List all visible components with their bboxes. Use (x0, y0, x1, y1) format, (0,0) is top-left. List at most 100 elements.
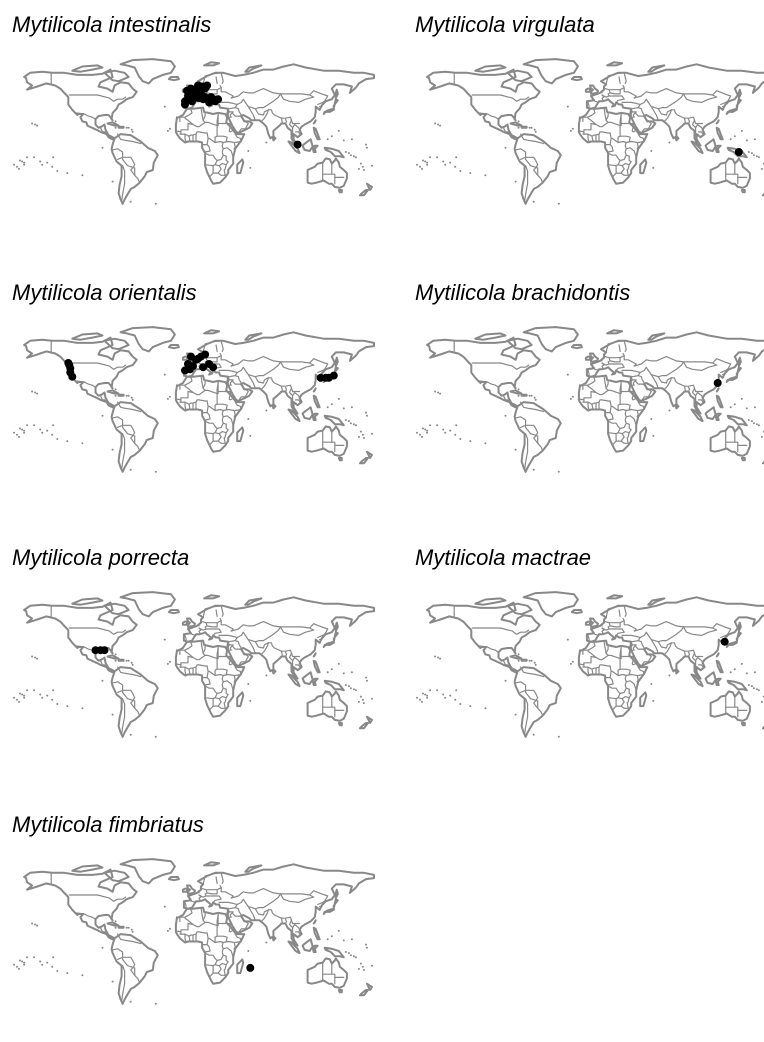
world-map (12, 591, 374, 741)
country-border (205, 678, 210, 685)
island-dot (515, 449, 517, 451)
small-islands (13, 906, 373, 1005)
country-border (237, 99, 245, 104)
island-dot (371, 698, 373, 700)
country-border (220, 619, 221, 621)
island-dot (19, 693, 21, 695)
landmass-eurasia (184, 597, 374, 678)
island-dot (128, 127, 130, 129)
country-border (222, 676, 226, 690)
country-border (638, 376, 644, 385)
country-border (216, 77, 217, 83)
landmass-new-guinea (325, 948, 344, 958)
landmass-hispaniola (119, 660, 124, 661)
island-dot (437, 392, 439, 394)
country-border (213, 166, 221, 173)
island-dot (429, 156, 431, 158)
occurrence-point (181, 366, 189, 374)
country-border (185, 902, 186, 907)
island-dot (366, 147, 368, 149)
country-border (185, 934, 186, 942)
island-dot (518, 395, 520, 397)
country-border (75, 913, 95, 919)
island-dot (416, 432, 418, 434)
island-dot (348, 152, 350, 154)
island-dot (741, 663, 743, 665)
island-dot (23, 162, 25, 164)
island-dot (23, 430, 25, 432)
occurrence-points (735, 148, 743, 156)
country-border (332, 164, 335, 184)
occurrence-point (246, 964, 254, 972)
island-dot (56, 970, 58, 972)
landmass-sulawesi (313, 679, 318, 685)
landmass-sulawesi (313, 946, 318, 952)
island-dot (758, 689, 760, 691)
island-dot (650, 418, 652, 420)
island-dot (424, 429, 426, 431)
country-border (620, 404, 631, 409)
country-border (215, 126, 217, 143)
landmass-sri-lanka (273, 136, 276, 140)
island-dot (363, 969, 365, 971)
country-border (205, 945, 210, 952)
island-dot (652, 700, 654, 702)
island-dot (128, 660, 130, 662)
island-dot (758, 156, 760, 158)
country-border (203, 138, 208, 144)
country-border (516, 149, 543, 183)
island-dot (360, 163, 362, 165)
map-panel-mytilicola-orientalis: Mytilicola orientalis (12, 280, 374, 510)
landmass-sri-lanka (273, 936, 276, 940)
island-dot (16, 966, 18, 968)
country-border (623, 354, 624, 356)
island-dot (535, 399, 537, 401)
island-dot (355, 689, 357, 691)
country-border (619, 610, 620, 616)
island-dot (572, 661, 574, 663)
country-border (224, 956, 228, 970)
island-dot (360, 696, 362, 698)
island-dot (353, 155, 355, 157)
island-dot (518, 120, 520, 122)
island-dot (13, 432, 15, 434)
island-dot (449, 162, 451, 164)
country-border (215, 659, 217, 676)
country-border (735, 164, 738, 184)
island-dot (531, 660, 533, 662)
island-dot (13, 697, 15, 699)
landmass-iceland (169, 610, 179, 613)
country-border (648, 94, 683, 109)
island-dot (247, 150, 249, 152)
country-border (203, 645, 205, 656)
country-border (521, 157, 538, 168)
landmass-australia (308, 426, 347, 456)
island-dot (416, 697, 418, 699)
island-dot (505, 415, 507, 417)
island-dot (249, 700, 251, 702)
island-dot (439, 125, 441, 127)
country-border (286, 119, 287, 123)
landmass-sakhalin (739, 358, 741, 366)
island-dot (19, 960, 21, 962)
island-dot (155, 736, 157, 738)
island-dot (355, 424, 357, 426)
world-map (415, 58, 764, 208)
island-dot (558, 736, 560, 738)
country-border (619, 77, 620, 83)
country-border (623, 619, 624, 621)
island-dot (21, 961, 23, 963)
island-dot (746, 407, 748, 409)
country-border (606, 380, 608, 391)
occurrence-points (92, 646, 109, 654)
country-border (235, 134, 241, 142)
country-border (478, 113, 498, 119)
island-dot (249, 167, 251, 169)
island-dot (36, 393, 38, 395)
land-outlines (427, 59, 764, 204)
island-dot (668, 142, 670, 144)
country-border (235, 376, 241, 385)
country-border (640, 99, 648, 104)
island-dot (363, 169, 365, 171)
panel-title: Mytilicola intestinalis (12, 12, 211, 38)
